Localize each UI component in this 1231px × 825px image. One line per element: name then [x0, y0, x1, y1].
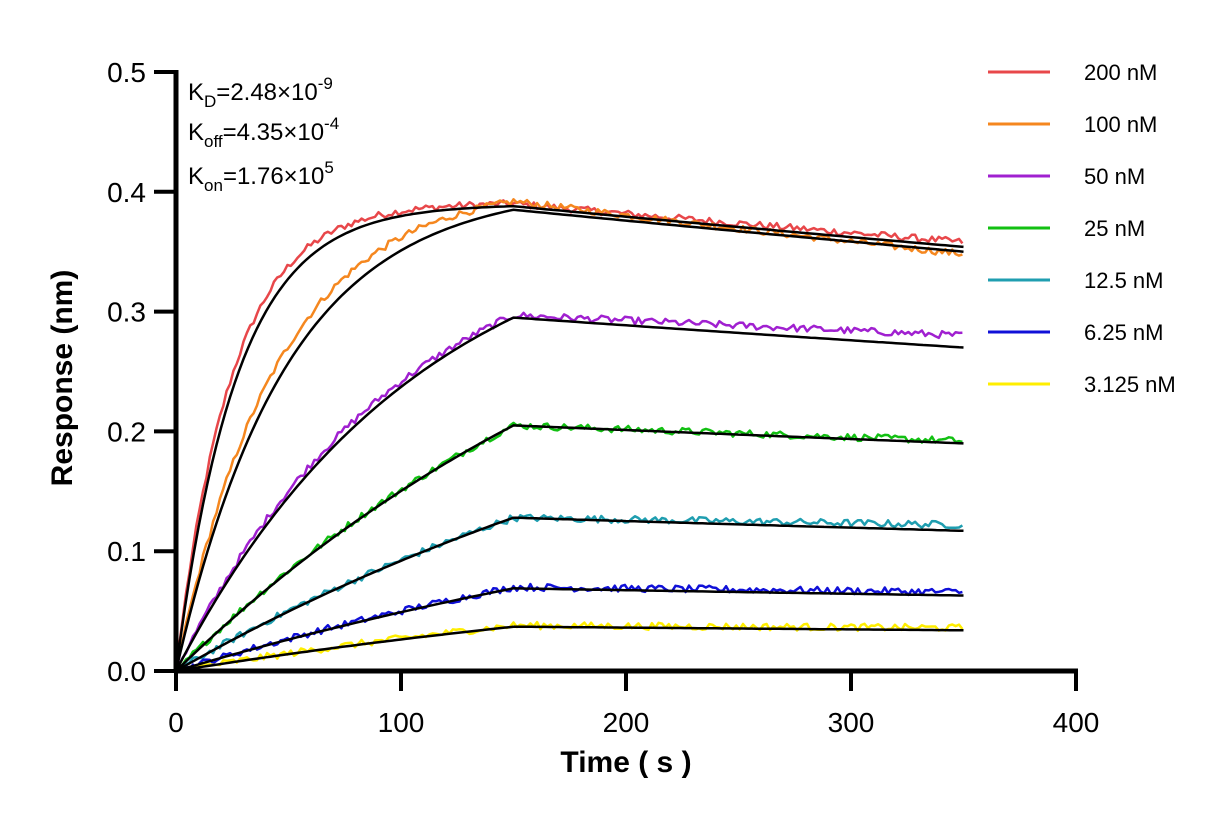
kon-annotation: Kon=1.76×105 [188, 158, 334, 195]
fit-curve [175, 516, 964, 673]
y-tick-label: 0.5 [107, 57, 146, 88]
axes-layer [173, 70, 1078, 674]
x-axis-title: Time ( s ) [560, 746, 691, 779]
koff-annotation: Koff=4.35×10-4 [188, 114, 339, 151]
series-trace [175, 513, 964, 673]
x-tick-label: 200 [603, 707, 650, 738]
legend-label: 25 nM [1084, 216, 1145, 241]
y-tick-label: 0.2 [107, 416, 146, 447]
fit-curve [174, 316, 964, 672]
y-tick-label: 0.4 [107, 177, 146, 208]
legend-label: 6.25 nM [1084, 320, 1164, 345]
legend-label: 12.5 nM [1084, 268, 1164, 293]
legend-label: 200 nM [1084, 60, 1157, 85]
y-tick-label: 0.1 [107, 536, 146, 567]
fit-curve [175, 625, 964, 673]
legend-label: 50 nM [1084, 164, 1145, 189]
kd-annotation: KD=2.48×10-9 [188, 74, 333, 111]
fit-curve [175, 424, 964, 672]
x-tick-label: 0 [168, 707, 184, 738]
y-tick-label: 0.3 [107, 297, 146, 328]
legend-label: 3.125 nM [1084, 372, 1176, 397]
series-trace [174, 311, 963, 672]
ticks-layer: 0.0 0.1 0.2 0.3 0.4 0.5 0 100 200 300 400 [107, 57, 1099, 738]
x-tick-label: 100 [378, 707, 425, 738]
legend-label: 100 nM [1084, 112, 1157, 137]
curves-layer [174, 198, 964, 673]
kinetic-constants: KD=2.48×10-9 Koff=4.35×10-4 Kon=1.76×105 [188, 74, 339, 195]
y-tick-label: 0.0 [107, 656, 146, 687]
fit-curve [175, 587, 964, 673]
y-axis-title: Response (nm) [46, 270, 79, 487]
x-tick-label: 400 [1053, 707, 1100, 738]
fit-curve [174, 208, 964, 672]
x-tick-label: 300 [828, 707, 875, 738]
legend: 200 nM 100 nM 50 nM 25 nM 12.5 nM 6.25 nM 3.12… [988, 60, 1176, 397]
series-trace [174, 198, 963, 672]
fit-curve [174, 204, 964, 672]
